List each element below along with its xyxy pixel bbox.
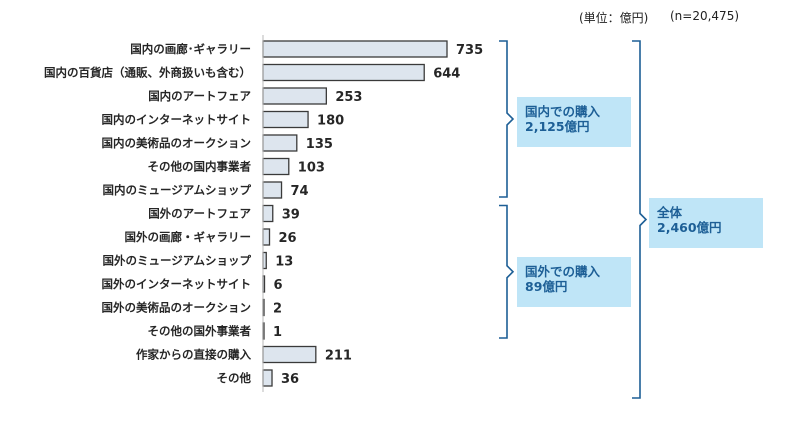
bar bbox=[262, 134, 298, 152]
bar bbox=[262, 157, 290, 176]
category-label: その他 bbox=[217, 371, 252, 385]
domestic-callout-value: 2,125億円 bbox=[525, 119, 590, 134]
category-label: 国外のインターネットサイト bbox=[102, 277, 252, 291]
bar bbox=[262, 204, 274, 223]
domestic-total-callout: 国内での購入 2,125億円 bbox=[517, 97, 631, 147]
category-label: 国内のミュージアムショップ bbox=[103, 183, 252, 197]
value-label: 180 bbox=[317, 114, 344, 129]
category-label: 作家からの直接の購入 bbox=[136, 348, 251, 362]
value-label: 1 bbox=[273, 325, 282, 340]
bar bbox=[262, 110, 309, 129]
category-label: 国外の画廊・ギャラリー bbox=[125, 230, 252, 244]
category-label: 国内のアートフェア bbox=[148, 89, 251, 103]
value-label: 36 bbox=[281, 372, 299, 387]
value-label: 74 bbox=[291, 184, 309, 199]
value-label: 644 bbox=[433, 67, 460, 82]
category-label: 国内の画廊･ギャラリー bbox=[130, 42, 251, 56]
category-label: その他の国外事業者 bbox=[148, 324, 252, 338]
sample-size-note: (n=20,475) bbox=[670, 9, 740, 23]
value-label: 26 bbox=[279, 231, 297, 246]
value-label: 39 bbox=[282, 208, 300, 223]
bar bbox=[262, 40, 448, 58]
bar bbox=[262, 228, 271, 246]
domestic-bracket bbox=[499, 40, 515, 198]
unit-note: (単位：億円) bbox=[579, 11, 649, 25]
category-label: 国内のインターネットサイト bbox=[102, 113, 252, 127]
category-label: 国外のアートフェア bbox=[148, 207, 251, 221]
bar bbox=[262, 181, 283, 199]
overall-callout-value: 2,460億円 bbox=[657, 220, 722, 235]
bar bbox=[262, 369, 273, 387]
overseas-total-callout: 国外での購入 89億円 bbox=[517, 257, 631, 307]
overseas-callout-title: 国外での購入 bbox=[525, 264, 601, 279]
value-label: 211 bbox=[325, 349, 352, 364]
domestic-callout-title: 国内での購入 bbox=[525, 104, 601, 119]
value-label: 135 bbox=[306, 137, 333, 152]
overall-callout-title: 全体 bbox=[657, 205, 683, 220]
category-label: 国外の美術品のオークション bbox=[102, 301, 252, 315]
bar bbox=[262, 63, 425, 82]
bar bbox=[262, 87, 327, 105]
category-label: 国内の美術品のオークション bbox=[102, 136, 252, 150]
value-label: 253 bbox=[335, 90, 362, 105]
overall-bracket bbox=[632, 40, 648, 399]
category-label: 国内の百貨店（通販、外商扱いも含む） bbox=[44, 66, 251, 80]
value-label: 6 bbox=[274, 278, 283, 293]
value-label: 103 bbox=[298, 161, 325, 176]
value-label: 2 bbox=[273, 302, 282, 317]
value-label: 735 bbox=[456, 43, 483, 58]
overseas-callout-value: 89億円 bbox=[525, 279, 568, 294]
category-label: その他の国内事業者 bbox=[148, 160, 252, 174]
overseas-bracket bbox=[499, 204, 515, 339]
overall-total-callout: 全体 2,460億円 bbox=[649, 198, 763, 248]
bar bbox=[262, 345, 317, 364]
category-label: 国外のミュージアムショップ bbox=[103, 254, 252, 268]
value-label: 13 bbox=[275, 255, 293, 270]
